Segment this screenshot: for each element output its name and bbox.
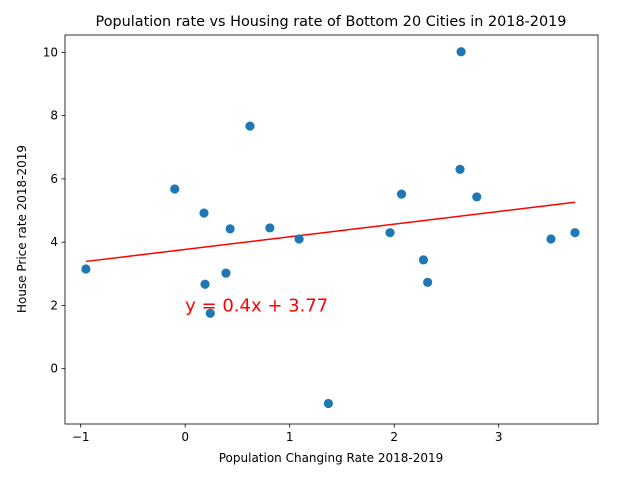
data-point (472, 192, 482, 202)
data-point (225, 224, 235, 234)
axes-frame (64, 34, 599, 425)
data-point (294, 234, 304, 244)
data-point (81, 264, 91, 274)
data-point (455, 164, 465, 175)
regression-equation-annotation: y = 0.4x + 3.77 (185, 295, 328, 316)
y-axis-label: House Price rate 2018-2019 (15, 145, 29, 313)
y-tick-label: 10 (43, 45, 58, 59)
data-point (170, 184, 180, 194)
x-tick-label: 0 (181, 430, 189, 444)
data-point (546, 234, 556, 244)
y-tick-label: 4 (50, 235, 58, 249)
x-tick-label: 3 (495, 430, 503, 444)
chart-title: Population rate vs Housing rate of Botto… (96, 14, 567, 30)
data-point (396, 189, 407, 199)
data-point (221, 268, 231, 278)
data-point (385, 228, 395, 238)
data-point (200, 279, 210, 289)
y-tick-label: 8 (50, 109, 58, 123)
x-axis-label: Population Changing Rate 2018-2019 (219, 451, 444, 465)
data-point (570, 228, 580, 238)
regression-line (85, 201, 576, 263)
data-point (323, 398, 333, 409)
x-tick-label: 1 (286, 430, 294, 444)
data-point (245, 121, 255, 131)
x-axis-ticks: −1 0 1 2 3 (72, 424, 503, 444)
data-point (456, 47, 466, 57)
x-tick-label: 2 (390, 430, 398, 444)
y-tick-label: 2 (50, 298, 58, 312)
data-point (418, 255, 429, 265)
data-points (81, 47, 580, 409)
y-tick-label: 6 (50, 172, 58, 186)
data-point (265, 223, 275, 233)
y-axis-ticks: 0 2 4 6 8 10 (43, 45, 65, 376)
data-point (423, 277, 433, 287)
y-tick-label: 0 (50, 362, 58, 376)
data-point (205, 308, 215, 318)
x-tick-label: −1 (72, 430, 90, 444)
data-point (199, 208, 209, 218)
